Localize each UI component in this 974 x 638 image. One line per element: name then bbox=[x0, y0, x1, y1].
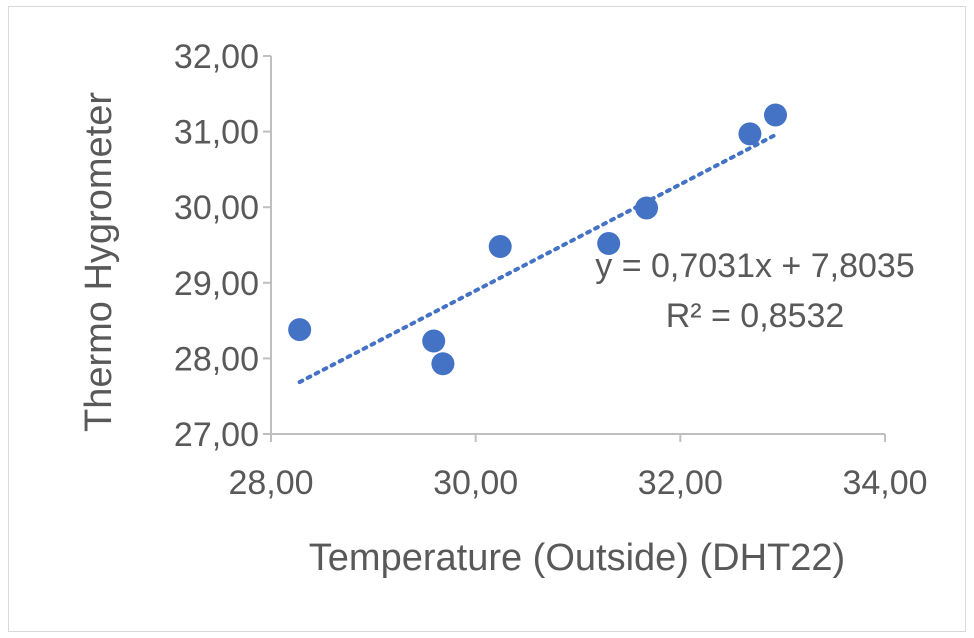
r-squared-label: R² = 0,8532 bbox=[666, 297, 845, 335]
x-tick-label: 34,00 bbox=[842, 464, 927, 502]
data-point bbox=[488, 235, 512, 259]
y-tick-label: 30,00 bbox=[174, 189, 259, 227]
y-tick-label: 28,00 bbox=[174, 340, 259, 378]
y-tick-label: 29,00 bbox=[174, 265, 259, 303]
y-ticks: 27,00 28,00 29,00 30,00 31,00 32,00 bbox=[174, 38, 271, 454]
axes bbox=[270, 56, 885, 435]
trendline-equation: y = 0,7031x + 7,8035 bbox=[595, 247, 914, 285]
data-points bbox=[288, 103, 788, 376]
y-axis-title: Thermo Hygrometer bbox=[78, 92, 120, 432]
data-point bbox=[597, 231, 621, 255]
data-point bbox=[431, 352, 455, 376]
chart-area bbox=[8, 6, 966, 632]
trendline-group bbox=[297, 132, 778, 385]
y-tick-label: 31,00 bbox=[174, 114, 259, 152]
data-point bbox=[422, 329, 446, 353]
y-tick-label: 27,00 bbox=[174, 416, 259, 454]
x-axis-title: Temperature (Outside) (DHT22) bbox=[309, 537, 845, 579]
x-tick-label: 32,00 bbox=[638, 464, 723, 502]
data-point bbox=[635, 196, 659, 220]
trendline bbox=[297, 132, 778, 385]
data-point bbox=[764, 103, 788, 127]
x-ticks: 28,00 30,00 32,00 34,00 bbox=[228, 434, 928, 502]
y-tick-label: 32,00 bbox=[174, 38, 259, 76]
data-point bbox=[738, 122, 762, 146]
data-point bbox=[288, 318, 312, 342]
x-tick-label: 30,00 bbox=[433, 464, 518, 502]
x-tick-label: 28,00 bbox=[228, 464, 313, 502]
